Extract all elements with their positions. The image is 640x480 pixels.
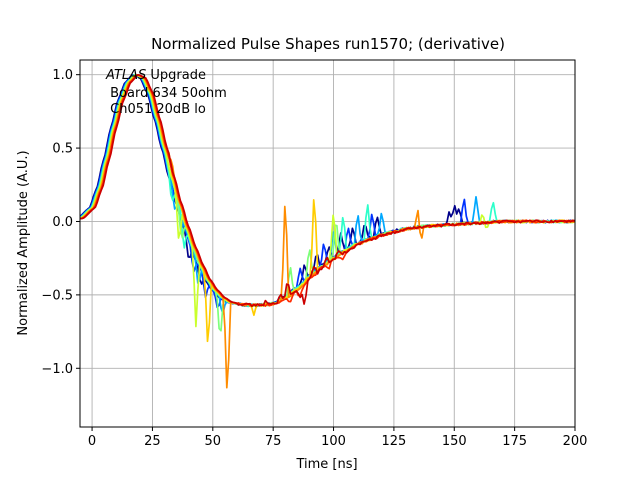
upgrade-label: Upgrade [146,68,206,83]
y-axis-label: Normalized Amplitude (A.U.) [16,150,31,335]
plot-frame [79,59,576,428]
y-tick-label: 1.0 [52,68,73,83]
y-tick-label: 0.5 [52,142,73,157]
annotation-box: ATLAS Upgrade Board 634 50ohm Ch051 20dB… [105,68,227,117]
x-tick-label: 75 [265,434,282,449]
x-axis: 0 25 50 75 100 125 150 175 200 [88,427,587,449]
y-tick-label: 0.0 [52,215,73,230]
y-tick-label: −1.0 [41,362,73,377]
x-axis-label: Time [ns] [295,457,357,472]
series-group [80,73,575,389]
series-line-pulse-10 [80,73,575,308]
x-tick-label: 50 [205,434,222,449]
x-tick-label: 0 [88,434,96,449]
atlas-label: ATLAS [105,68,146,83]
x-tick-label: 200 [563,434,588,449]
annotation-line-1: ATLAS Upgrade [105,68,206,83]
y-tick-label: −0.5 [41,288,73,303]
y-axis: 1.0 0.5 0.0 −0.5 −1.0 [41,68,80,377]
annotation-line-3: Ch051 20dB lo [106,102,206,117]
chart-title: Normalized Pulse Shapes run1570; (deriva… [151,35,505,53]
x-tick-label: 25 [144,434,161,449]
x-tick-label: 125 [381,434,406,449]
x-tick-label: 150 [442,434,467,449]
x-tick-label: 175 [502,434,527,449]
x-tick-label: 100 [321,434,346,449]
annotation-line-2: Board 634 50ohm [106,86,227,101]
